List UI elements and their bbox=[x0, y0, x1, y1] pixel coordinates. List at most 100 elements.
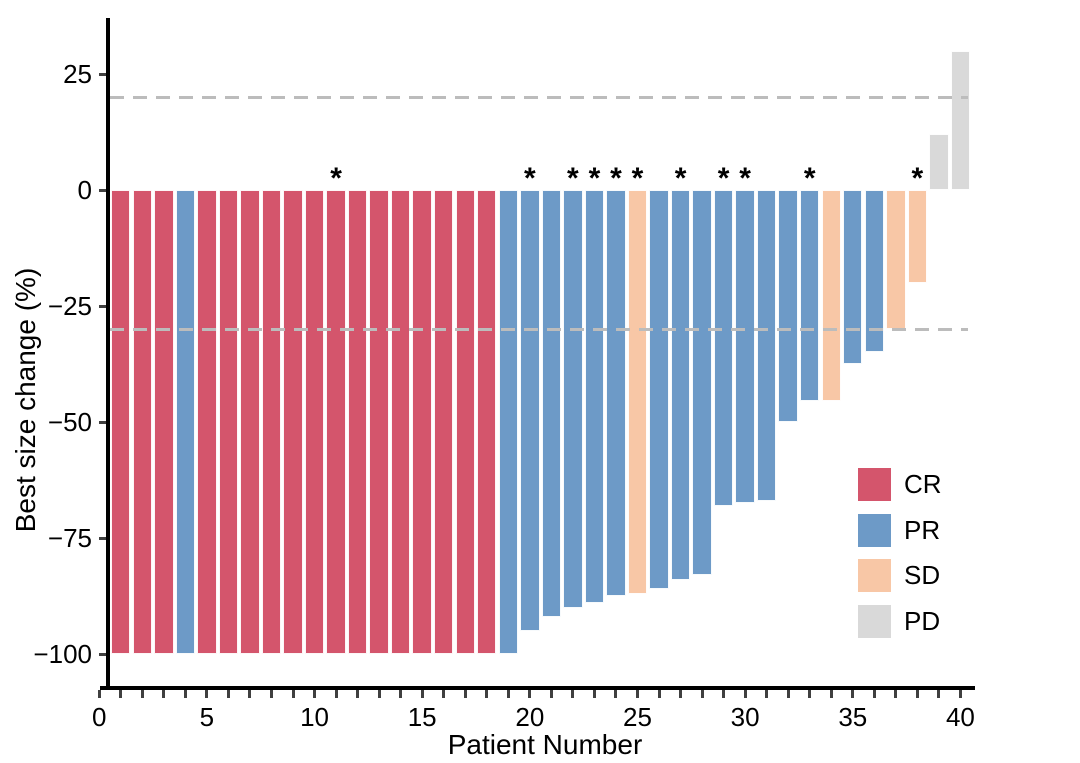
x-tick-8 bbox=[269, 690, 273, 698]
bar-patient-37-SD bbox=[886, 190, 906, 330]
x-tick-22 bbox=[571, 690, 575, 698]
x-tick-label-25: 25 bbox=[623, 702, 652, 732]
x-tick-27 bbox=[679, 690, 683, 698]
x-tick-7 bbox=[248, 690, 252, 698]
legend-swatch-SD bbox=[858, 559, 891, 593]
x-tick-10 bbox=[313, 690, 317, 698]
x-tick-17 bbox=[463, 690, 467, 698]
significance-star-patient-24: * bbox=[610, 162, 622, 195]
reference-line-20 bbox=[110, 95, 968, 99]
x-tick-35 bbox=[851, 690, 855, 698]
legend-row-PR: PR bbox=[858, 513, 941, 547]
x-axis-spine bbox=[100, 686, 975, 690]
bar-patient-30-PR bbox=[735, 190, 755, 504]
bar-patient-11-CR bbox=[326, 190, 346, 654]
bar-patient-21-PR bbox=[541, 190, 562, 617]
x-tick-6 bbox=[226, 690, 230, 698]
x-axis-title: Patient Number bbox=[447, 729, 643, 760]
y-tick-label--50: −50 bbox=[47, 407, 92, 437]
y-tick-label-0: 0 bbox=[77, 175, 92, 205]
bar-patient-13-CR bbox=[369, 190, 389, 654]
bar-patient-36-PR bbox=[864, 190, 884, 353]
x-tick-2 bbox=[140, 690, 144, 698]
bar-patient-24-PR bbox=[606, 190, 626, 596]
bar-patient-27-PR bbox=[670, 190, 691, 580]
bar-patient-31-PR bbox=[756, 190, 777, 501]
bar-patient-8-CR bbox=[261, 190, 282, 654]
bar-patient-25-SD bbox=[627, 190, 648, 594]
legend-row-CR: CR bbox=[858, 468, 942, 501]
y-axis-title: Best size change (%) bbox=[10, 267, 41, 533]
y-axis-spine bbox=[106, 18, 110, 690]
x-tick-38 bbox=[915, 690, 919, 698]
bar-patient-3-CR bbox=[154, 190, 174, 654]
x-tick-25 bbox=[635, 690, 639, 698]
bar-patient-1-CR bbox=[111, 190, 131, 654]
bar-patient-16-CR bbox=[434, 190, 454, 654]
x-tick-label-5: 5 bbox=[199, 702, 215, 732]
x-tick-16 bbox=[442, 690, 446, 698]
x-tick-0 bbox=[97, 690, 101, 698]
y-tick--100 bbox=[99, 652, 106, 656]
x-tick-23 bbox=[592, 690, 596, 698]
bar-patient-38-SD bbox=[907, 190, 928, 283]
x-tick-12 bbox=[356, 690, 360, 698]
legend-label-SD: SD bbox=[904, 560, 941, 591]
bar-patient-28-PR bbox=[692, 190, 712, 576]
x-tick-11 bbox=[334, 690, 338, 698]
bar-patient-20-PR bbox=[520, 190, 540, 631]
x-tick-9 bbox=[291, 690, 295, 698]
x-tick-label-30: 30 bbox=[730, 702, 760, 732]
x-tick-39 bbox=[937, 690, 941, 698]
significance-star-patient-22: * bbox=[567, 162, 579, 195]
y-tick--75 bbox=[99, 536, 106, 540]
x-tick-3 bbox=[162, 690, 166, 698]
bar-patient-15-CR bbox=[412, 190, 432, 654]
x-tick-34 bbox=[829, 690, 833, 698]
x-tick-21 bbox=[549, 690, 553, 698]
bar-patient-4-PR bbox=[175, 190, 196, 654]
reference-line--30 bbox=[110, 327, 968, 331]
x-tick-4 bbox=[183, 690, 187, 698]
legend-swatch-PR bbox=[858, 513, 891, 547]
x-tick-37 bbox=[894, 690, 898, 698]
x-tick-label-10: 10 bbox=[300, 702, 329, 732]
bar-patient-34-SD bbox=[821, 190, 841, 402]
x-tick-15 bbox=[420, 690, 424, 698]
bar-patient-23-PR bbox=[584, 190, 605, 603]
bar-patient-32-PR bbox=[778, 190, 798, 422]
x-tick-32 bbox=[786, 690, 790, 698]
bar-patient-17-CR bbox=[455, 190, 475, 654]
significance-star-patient-33: * bbox=[803, 162, 816, 195]
bar-patient-19-PR bbox=[498, 190, 518, 654]
x-tick-40 bbox=[958, 690, 962, 698]
y-tick-label--75: −75 bbox=[47, 523, 92, 553]
x-tick-31 bbox=[765, 690, 769, 698]
bar-patient-22-PR bbox=[563, 190, 583, 608]
significance-star-patient-23: * bbox=[588, 162, 601, 195]
significance-star-patient-20: * bbox=[523, 162, 536, 195]
legend-label-PR: PR bbox=[904, 514, 941, 545]
bar-patient-40-PD bbox=[950, 50, 971, 190]
x-tick-26 bbox=[657, 690, 661, 698]
x-tick-30 bbox=[743, 690, 747, 698]
x-tick-36 bbox=[872, 690, 876, 698]
legend-label-PD: PD bbox=[904, 606, 941, 637]
y-tick-label--25: −25 bbox=[47, 291, 92, 321]
y-tick--50 bbox=[99, 420, 106, 424]
bar-patient-14-CR bbox=[390, 190, 411, 654]
x-tick-label-35: 35 bbox=[838, 702, 868, 732]
bar-patient-35-PR bbox=[843, 190, 863, 364]
x-tick-14 bbox=[399, 690, 403, 698]
significance-star-patient-30: * bbox=[739, 162, 751, 195]
bar-patient-7-CR bbox=[240, 190, 260, 654]
x-tick-24 bbox=[614, 690, 618, 698]
bar-patient-39-PD bbox=[929, 134, 949, 190]
significance-star-patient-25: * bbox=[631, 162, 644, 195]
significance-star-patient-11: * bbox=[330, 162, 342, 195]
y-tick--25 bbox=[99, 304, 106, 308]
bar-patient-9-CR bbox=[283, 190, 303, 654]
y-tick-label-25: 25 bbox=[63, 59, 92, 89]
bar-patient-5-CR bbox=[197, 190, 217, 654]
